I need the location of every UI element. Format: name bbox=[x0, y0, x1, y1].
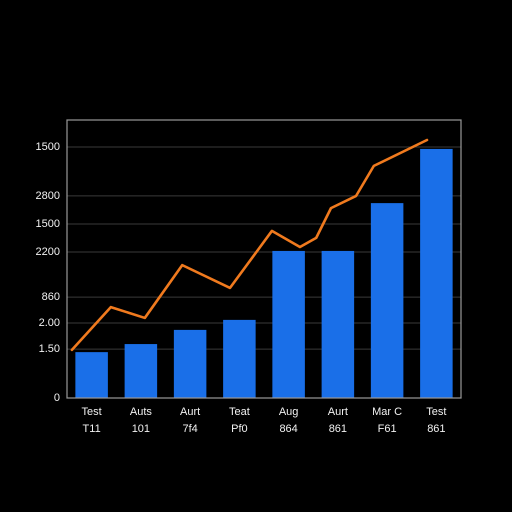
x-tick-sublabel: 864 bbox=[279, 423, 297, 435]
x-tick-label: Aurt bbox=[328, 406, 348, 418]
x-tick-sublabel: F61 bbox=[378, 423, 397, 435]
bar bbox=[272, 250, 305, 398]
x-tick-sublabel: T11 bbox=[83, 423, 101, 435]
x-tick-sublabel: 101 bbox=[132, 423, 150, 435]
y-tick-label: 1500 bbox=[36, 141, 60, 153]
y-tick-label: 2200 bbox=[36, 246, 60, 258]
x-tick-label: Aug bbox=[279, 406, 299, 418]
y-tick-label: 2.00 bbox=[39, 317, 60, 329]
labels: 1500 2800 1500 2200 860 2.00 1.50 0 Test T11 Auts 1… bbox=[36, 141, 447, 435]
x-tick-sublabel: 861 bbox=[427, 423, 445, 435]
x-tick-label: Auts bbox=[130, 406, 153, 418]
y-tick-label: 860 bbox=[42, 291, 60, 303]
x-tick-label: Mar C bbox=[372, 406, 402, 418]
plot-frame bbox=[66, 119, 462, 399]
bar bbox=[420, 148, 453, 398]
x-tick-label: Aurt bbox=[180, 406, 200, 418]
line bbox=[70, 138, 429, 352]
x-tick-sublabel: 861 bbox=[329, 423, 347, 435]
bar bbox=[370, 203, 404, 398]
bar bbox=[124, 344, 158, 398]
bar bbox=[75, 352, 108, 398]
x-tick-label: Test bbox=[426, 406, 446, 418]
y-tick-label: 1500 bbox=[36, 218, 60, 230]
marks bbox=[70, 138, 453, 398]
x-tick-label: Teat bbox=[229, 406, 250, 418]
y-tick-label: 0 bbox=[54, 392, 60, 404]
x-tick-label: Test bbox=[82, 406, 102, 418]
bar bbox=[321, 250, 355, 398]
x-tick-sublabel: 7f4 bbox=[182, 423, 197, 435]
x-tick-sublabel: Pf0 bbox=[231, 423, 248, 435]
bar bbox=[223, 319, 256, 398]
bar bbox=[173, 329, 207, 398]
y-tick-label: 1.50 bbox=[39, 343, 60, 355]
y-tick-label: 2800 bbox=[36, 190, 60, 202]
